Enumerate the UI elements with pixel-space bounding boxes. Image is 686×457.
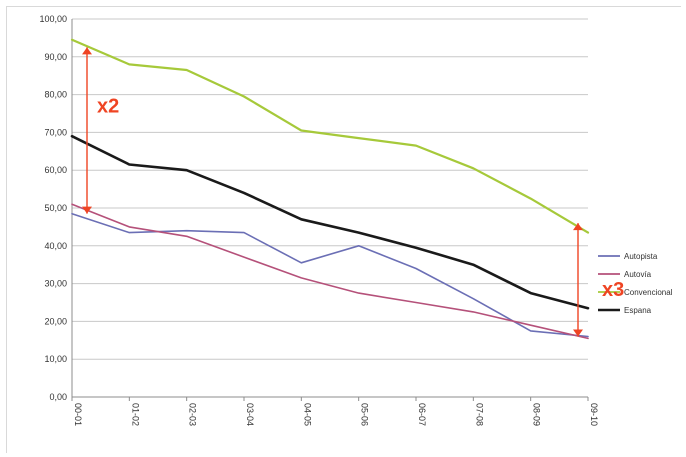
- series-line-autopista: [71, 212, 589, 338]
- legend: Autopista Autovía Convencional Espana: [598, 252, 673, 315]
- y-tick-label: 70,00: [44, 127, 67, 137]
- y-tick-label: 60,00: [44, 165, 67, 175]
- y-tick-label: 90,00: [44, 52, 67, 62]
- arrow-head: [82, 206, 92, 214]
- x-tick-label: 06-07: [417, 403, 427, 426]
- x-tick-label: 03-04: [245, 403, 255, 426]
- x-tick-label: 08-09: [532, 403, 542, 426]
- x-tick-label: 05-06: [360, 403, 370, 426]
- arrow-head: [82, 47, 92, 55]
- x-tick-label: 01-02: [130, 403, 140, 426]
- annotation-label-x3: x3: [602, 279, 624, 301]
- x-tick-label: 09-10: [589, 403, 599, 426]
- annotation-label-x2: x2: [97, 96, 119, 118]
- y-tick-label: 100,00: [39, 14, 67, 24]
- annotations: x2 x3: [82, 47, 624, 337]
- y-tick-label: 50,00: [44, 203, 67, 213]
- axes: 0,00 10,00 20,00 30,00 40,00 50,00 60,00 70,00 8…: [39, 14, 599, 426]
- y-tick-label: 0,00: [49, 392, 67, 402]
- series-lines: [70, 38, 590, 340]
- x-tick-label: 00-01: [73, 403, 83, 426]
- y-tick-label: 30,00: [44, 279, 67, 289]
- legend-label-espana: Espana: [624, 306, 652, 315]
- x-tick-label: 02-03: [188, 403, 198, 426]
- chart-area: [6, 6, 681, 453]
- legend-label-autovía: Autovía: [624, 270, 652, 279]
- series-line-espana: [70, 134, 590, 310]
- y-tick-label: 80,00: [44, 90, 67, 100]
- legend-label-autopista: Autopista: [624, 252, 658, 261]
- arrow-head: [573, 329, 583, 337]
- y-tick-label: 10,00: [44, 354, 67, 364]
- y-tick-label: 20,00: [44, 316, 67, 326]
- legend-label-convencional: Convencional: [624, 288, 673, 297]
- series-line-convencional: [70, 38, 590, 234]
- y-tick-label: 40,00: [44, 241, 67, 251]
- gridlines: [72, 18, 588, 398]
- x-tick-label: 04-05: [302, 403, 312, 426]
- x-tick-label: 07-08: [474, 403, 484, 426]
- series-line-autovía: [71, 203, 589, 340]
- arrow-head: [573, 223, 583, 231]
